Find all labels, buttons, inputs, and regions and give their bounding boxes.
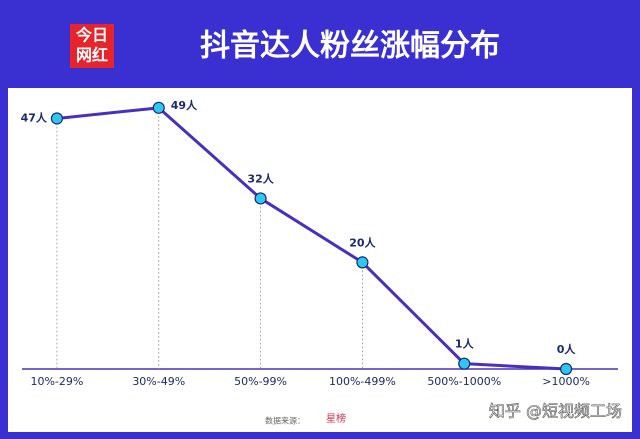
x-tick-label: >1000% <box>542 375 590 388</box>
logo-text: 今日 <box>75 26 108 45</box>
value-label: 47人 <box>21 110 48 124</box>
chart-title: 抖音达人粉丝涨幅分布 <box>200 29 500 64</box>
value-label: 32人 <box>247 171 274 185</box>
watermark: 知乎 @短视频工场 <box>489 402 622 421</box>
logo-text: 网红 <box>76 46 108 65</box>
logo-box <box>70 24 114 68</box>
value-label: 1人 <box>455 337 475 351</box>
value-label: 49人 <box>171 98 198 112</box>
point <box>50 112 64 125</box>
point <box>152 101 165 114</box>
line <box>56 106 567 371</box>
value-label: 20人 <box>349 235 376 249</box>
plot-panel <box>8 88 632 432</box>
point <box>559 362 573 376</box>
point <box>254 192 267 205</box>
source-name: 星榜 <box>326 412 346 425</box>
x-tick-label: 50%-99% <box>234 375 287 388</box>
x-tick-label: 30%-49% <box>132 375 185 388</box>
x-tick-label: 10%-29% <box>30 375 83 388</box>
x-tick-label: 500%-1000% <box>427 375 501 388</box>
point <box>356 256 369 269</box>
value-label: 0人 <box>557 342 577 356</box>
x-tick-label: 100%-499% <box>329 375 396 388</box>
point <box>458 357 471 370</box>
source-label: 数据来源： <box>265 416 305 426</box>
